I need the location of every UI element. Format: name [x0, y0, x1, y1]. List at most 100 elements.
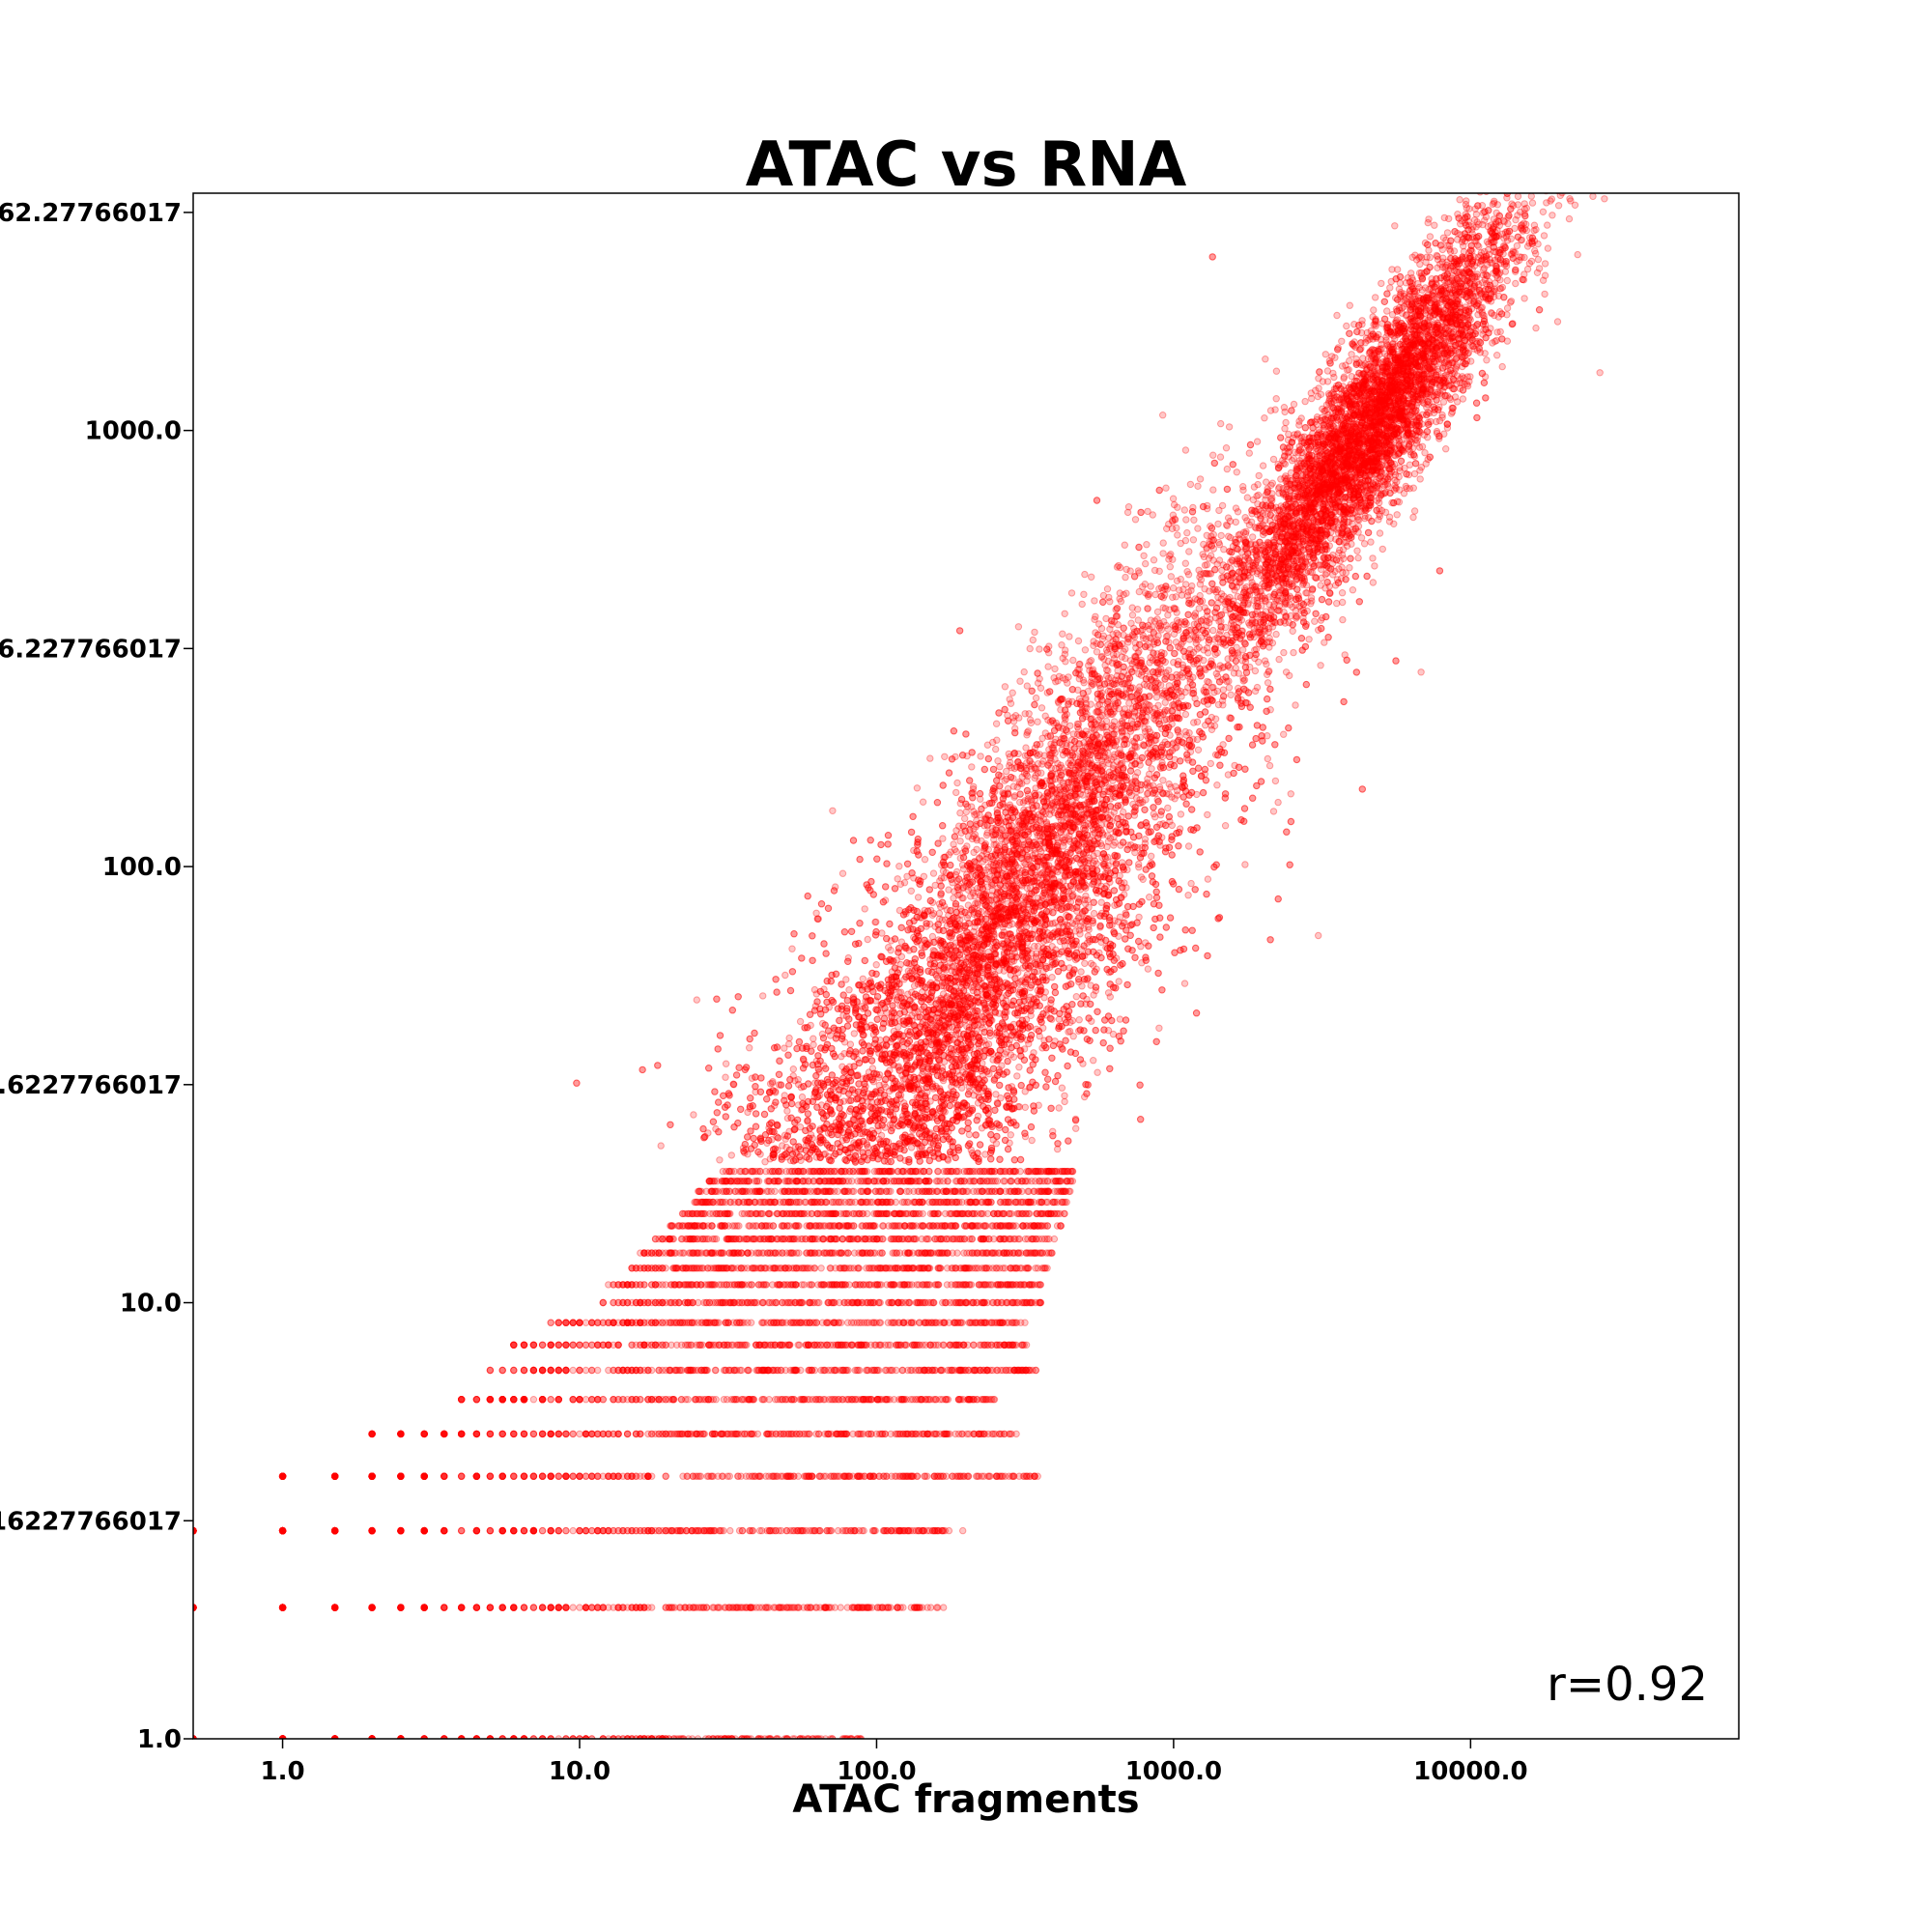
data-point: [693, 1249, 700, 1257]
data-point: [498, 1366, 506, 1375]
data-point: [397, 1735, 405, 1739]
data-point: [706, 1319, 714, 1326]
data-point: [919, 1604, 926, 1611]
data-point: [576, 1735, 583, 1739]
data-point: [498, 1735, 506, 1739]
data-point: [854, 1366, 862, 1375]
data-point: [547, 1430, 554, 1438]
data-point: [665, 1735, 673, 1739]
data-point: [397, 1604, 405, 1611]
data-point: [908, 1319, 916, 1326]
data-point: [614, 1735, 622, 1739]
data-point: [1054, 1209, 1062, 1218]
data-point: [703, 1472, 711, 1480]
data-point: [576, 1366, 583, 1375]
data-point: [803, 1222, 810, 1230]
data-point: [486, 1735, 495, 1739]
data-point: [588, 1430, 596, 1438]
data-point: [672, 1366, 680, 1375]
data-point: [610, 1396, 617, 1404]
data-point: [779, 1341, 786, 1350]
chart-title: ATAC vs RNA: [746, 129, 1187, 201]
data-point: [781, 1235, 788, 1243]
data-point: [870, 1366, 879, 1375]
data-point: [662, 1604, 669, 1611]
data-point: [878, 1604, 886, 1611]
data-point: [745, 1281, 753, 1289]
data-point: [828, 1396, 836, 1404]
data-point: [931, 1430, 939, 1438]
data-point: [840, 1298, 849, 1307]
data-point: [984, 1366, 992, 1375]
data-point: [669, 1396, 677, 1404]
data-point: [582, 1472, 590, 1480]
data-point: [397, 1735, 405, 1739]
data-point: [863, 1604, 871, 1611]
data-point: [458, 1735, 466, 1739]
data-point: [929, 1298, 938, 1307]
data-point: [458, 1735, 466, 1739]
data-point: [875, 1319, 884, 1326]
data-point: [1039, 1209, 1047, 1218]
data-point: [648, 1735, 656, 1739]
data-point: [1010, 1341, 1019, 1350]
data-point: [844, 1249, 852, 1257]
data-point: [440, 1735, 448, 1739]
data-point: [910, 1222, 918, 1230]
data-point: [554, 1319, 562, 1326]
data-point: [738, 1735, 746, 1739]
data-point: [993, 1341, 1001, 1350]
data-point: [486, 1735, 495, 1739]
data-point: [904, 1526, 912, 1535]
data-point: [486, 1604, 495, 1611]
data-point: [758, 1249, 766, 1257]
data-point: [510, 1430, 518, 1438]
data-point: [990, 1209, 998, 1218]
data-point: [632, 1604, 640, 1611]
data-point: [637, 1298, 644, 1307]
data-point: [864, 1209, 871, 1218]
data-point: [798, 1281, 806, 1289]
data-point: [828, 1222, 837, 1230]
data-point: [619, 1604, 627, 1611]
data-point: [368, 1472, 376, 1480]
data-point: [420, 1735, 428, 1739]
data-point: [683, 1341, 692, 1350]
data-point: [1042, 1249, 1051, 1257]
data-point: [887, 1526, 895, 1535]
data-point: [768, 1235, 776, 1243]
data-point: [498, 1735, 506, 1739]
data-point: [569, 1341, 577, 1350]
data-point: [771, 1341, 780, 1350]
data-point: [569, 1472, 577, 1480]
data-point: [562, 1735, 570, 1739]
data-point: [472, 1735, 481, 1739]
data-point: [397, 1735, 405, 1739]
data-point: [894, 1430, 901, 1438]
data-point: [721, 1735, 729, 1739]
data-point: [486, 1735, 495, 1739]
data-point: [278, 1735, 287, 1739]
data-point: [772, 1430, 780, 1438]
data-point: [331, 1604, 339, 1611]
data-point: [655, 1366, 663, 1375]
data-point: [651, 1235, 660, 1243]
data-point: [727, 1735, 735, 1739]
data-point: [787, 1298, 796, 1307]
data-point: [983, 1341, 991, 1350]
data-point: [754, 1735, 762, 1739]
data-point: [954, 1396, 963, 1404]
data-point: [819, 1281, 828, 1289]
data-point: [440, 1735, 448, 1739]
data-point: [278, 1735, 287, 1739]
data-point: [368, 1735, 376, 1739]
data-point: [278, 1735, 287, 1739]
data-point: [715, 1319, 723, 1326]
data-point: [458, 1604, 466, 1611]
data-point: [644, 1430, 652, 1438]
data-point: [896, 1222, 904, 1230]
data-point: [1040, 1264, 1049, 1272]
data-point: [875, 1430, 884, 1438]
data-point: [331, 1735, 339, 1739]
